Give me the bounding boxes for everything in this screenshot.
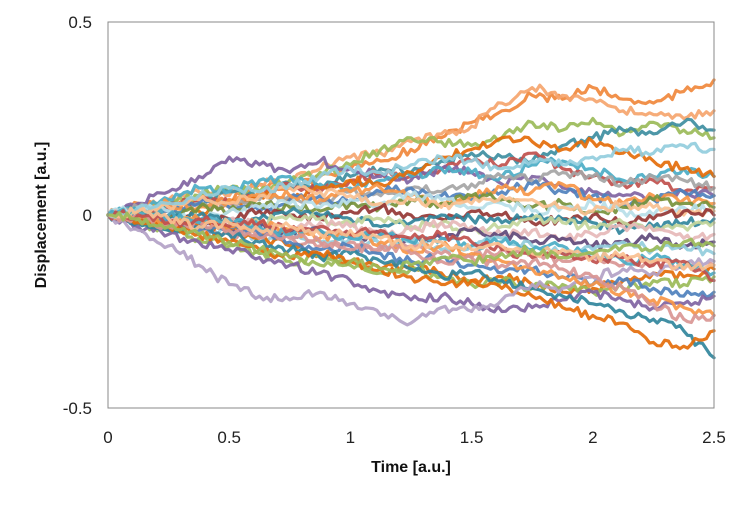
x-axis-title: Time [a.u.] [371, 459, 451, 476]
y-tick-label: 0 [83, 206, 92, 225]
y-tick-label: 0.5 [68, 13, 92, 32]
tick-layer: 0 0.5 1 1.5 2 2.5 0.5 0 -0.5 [63, 13, 726, 447]
series-line-33 [106, 141, 716, 219]
x-tick-label: 2 [588, 428, 597, 447]
y-axis-title: Displacement [a.u.] [33, 142, 50, 289]
series-line-25 [106, 211, 716, 314]
series-line-35 [106, 211, 716, 273]
x-tick-label: 2.5 [702, 428, 726, 447]
series-line-30 [106, 212, 716, 325]
x-tick-label: 1.5 [460, 428, 484, 447]
x-tick-label: 0 [103, 428, 112, 447]
series-layer [106, 78, 716, 360]
series-line-34 [106, 206, 716, 272]
series-line-28 [106, 213, 716, 327]
y-tick-label: -0.5 [63, 399, 92, 418]
plot-area-frame [107, 21, 715, 409]
series-line-6 [106, 155, 716, 217]
series-line-14 [106, 184, 716, 220]
x-tick-label: 0.5 [217, 428, 241, 447]
x-tick-label: 1 [346, 428, 355, 447]
